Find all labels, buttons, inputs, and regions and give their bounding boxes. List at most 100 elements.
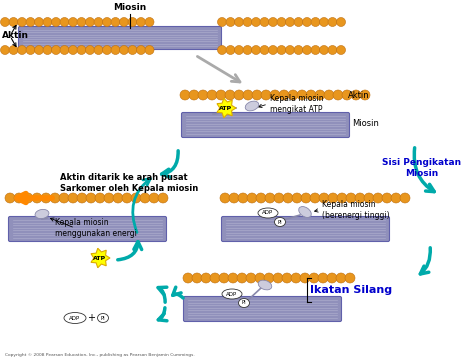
- Circle shape: [220, 193, 230, 203]
- FancyBboxPatch shape: [221, 217, 390, 242]
- Circle shape: [391, 193, 401, 203]
- Circle shape: [311, 45, 320, 55]
- Circle shape: [291, 273, 301, 283]
- Circle shape: [294, 45, 303, 55]
- Circle shape: [342, 90, 352, 100]
- Circle shape: [102, 45, 111, 55]
- Circle shape: [26, 45, 35, 55]
- Circle shape: [122, 193, 132, 203]
- Circle shape: [336, 273, 346, 283]
- Circle shape: [315, 90, 325, 100]
- Circle shape: [23, 193, 33, 203]
- Circle shape: [300, 273, 310, 283]
- Text: Pi: Pi: [100, 316, 105, 321]
- Circle shape: [319, 17, 328, 26]
- Circle shape: [243, 17, 252, 26]
- Circle shape: [264, 273, 274, 283]
- Circle shape: [198, 90, 208, 100]
- Circle shape: [301, 193, 311, 203]
- Circle shape: [256, 193, 266, 203]
- Circle shape: [294, 17, 303, 26]
- Circle shape: [128, 17, 137, 26]
- Circle shape: [77, 45, 86, 55]
- Circle shape: [400, 193, 410, 203]
- FancyBboxPatch shape: [9, 217, 166, 242]
- Circle shape: [292, 193, 302, 203]
- Circle shape: [279, 90, 289, 100]
- Circle shape: [86, 193, 96, 203]
- Text: Kepala miosin
mengikat ATP: Kepala miosin mengikat ATP: [270, 94, 324, 114]
- Circle shape: [302, 17, 311, 26]
- Circle shape: [218, 45, 227, 55]
- Circle shape: [243, 45, 252, 55]
- Circle shape: [69, 45, 78, 55]
- Circle shape: [69, 17, 78, 26]
- Text: Pi: Pi: [242, 300, 246, 305]
- Circle shape: [77, 17, 86, 26]
- Circle shape: [14, 193, 24, 203]
- Circle shape: [131, 193, 141, 203]
- Circle shape: [337, 17, 346, 26]
- Circle shape: [274, 193, 284, 203]
- Circle shape: [246, 273, 256, 283]
- Circle shape: [68, 193, 78, 203]
- Circle shape: [85, 45, 94, 55]
- Ellipse shape: [35, 209, 49, 219]
- Ellipse shape: [222, 289, 242, 299]
- Circle shape: [9, 17, 18, 26]
- Text: ADP: ADP: [263, 210, 273, 216]
- Circle shape: [183, 273, 193, 283]
- Circle shape: [216, 90, 226, 100]
- Text: Kepala miosin
menggunakan energi: Kepala miosin menggunakan energi: [55, 218, 137, 238]
- Ellipse shape: [299, 206, 311, 217]
- Circle shape: [35, 17, 44, 26]
- Circle shape: [373, 193, 383, 203]
- Text: Pi: Pi: [278, 219, 283, 225]
- Circle shape: [226, 17, 235, 26]
- Circle shape: [351, 90, 361, 100]
- Text: Aktin: Aktin: [2, 31, 29, 40]
- Ellipse shape: [274, 217, 285, 226]
- Circle shape: [228, 273, 238, 283]
- Circle shape: [60, 45, 69, 55]
- Circle shape: [318, 273, 328, 283]
- Circle shape: [288, 90, 298, 100]
- Circle shape: [364, 193, 374, 203]
- Circle shape: [43, 45, 52, 55]
- Circle shape: [41, 193, 51, 203]
- FancyBboxPatch shape: [18, 26, 221, 49]
- Text: Kepala miosin
(berenergi tinggi): Kepala miosin (berenergi tinggi): [322, 200, 390, 220]
- Text: ATP: ATP: [219, 105, 233, 110]
- Text: +: +: [87, 313, 95, 323]
- Circle shape: [237, 273, 247, 283]
- Circle shape: [18, 45, 27, 55]
- Circle shape: [113, 193, 123, 203]
- Circle shape: [32, 193, 42, 203]
- Circle shape: [382, 193, 392, 203]
- Circle shape: [328, 45, 337, 55]
- Circle shape: [277, 17, 286, 26]
- FancyBboxPatch shape: [182, 113, 349, 138]
- Circle shape: [333, 90, 343, 100]
- Ellipse shape: [245, 101, 259, 111]
- Circle shape: [346, 193, 356, 203]
- Circle shape: [111, 45, 120, 55]
- Circle shape: [277, 45, 286, 55]
- Text: Aktin: Aktin: [348, 91, 370, 100]
- Text: Sisi Pengikatan
Miosin: Sisi Pengikatan Miosin: [383, 158, 462, 178]
- Circle shape: [260, 45, 269, 55]
- Circle shape: [218, 17, 227, 26]
- Circle shape: [285, 45, 294, 55]
- Circle shape: [229, 193, 239, 203]
- Circle shape: [85, 17, 94, 26]
- Circle shape: [328, 17, 337, 26]
- Ellipse shape: [98, 313, 109, 322]
- Circle shape: [328, 193, 338, 203]
- Circle shape: [302, 45, 311, 55]
- Circle shape: [9, 45, 18, 55]
- Circle shape: [149, 193, 159, 203]
- Circle shape: [235, 17, 244, 26]
- Circle shape: [309, 273, 319, 283]
- Circle shape: [52, 17, 61, 26]
- Circle shape: [77, 193, 87, 203]
